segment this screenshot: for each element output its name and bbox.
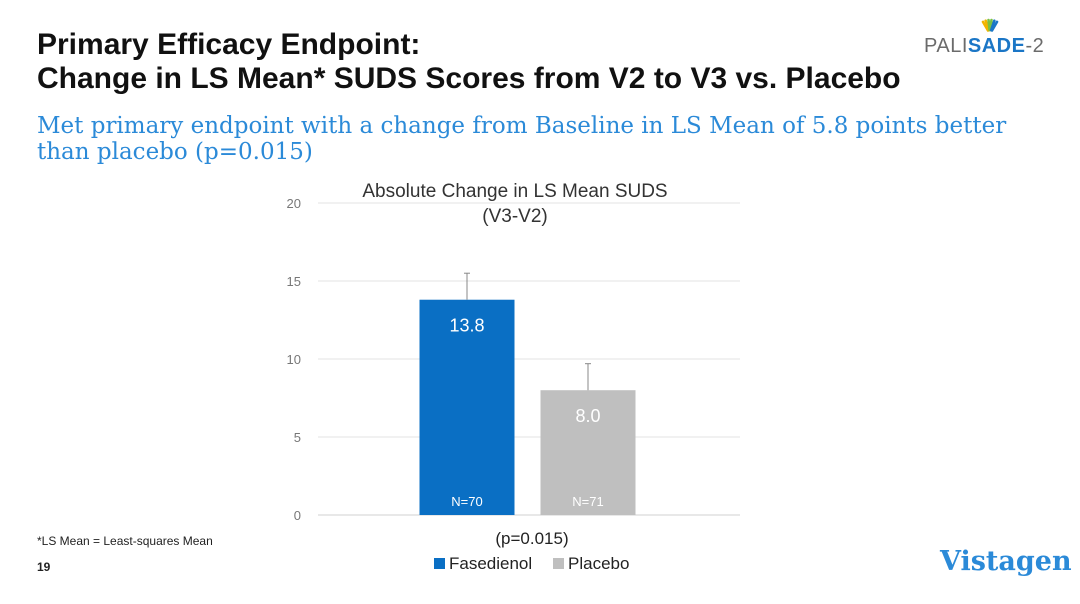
chart-subtitle: (V3-V2) xyxy=(482,206,547,227)
n-label: N=70 xyxy=(451,494,482,509)
sunburst-icon xyxy=(981,18,999,32)
bar-placebo xyxy=(540,390,636,515)
palisade-logo: PALISADE-2 xyxy=(924,12,1054,58)
data-label: 8.0 xyxy=(575,406,600,426)
title-line-1: Primary Efficacy Endpoint: xyxy=(37,28,421,61)
x-axis-label: (p=0.015) xyxy=(495,529,568,548)
vistagen-logo: Vistagen xyxy=(940,546,1072,577)
n-label: N=71 xyxy=(572,494,603,509)
slide-subtitle: Met primary endpoint with a change from … xyxy=(37,113,1007,165)
logo-text: PALISADE-2 xyxy=(924,35,1044,58)
legend-label: Placebo xyxy=(568,554,629,573)
legend-label: Fasedienol xyxy=(449,554,532,573)
chart-title: Absolute Change in LS Mean SUDS xyxy=(362,181,667,202)
data-label: 13.8 xyxy=(449,316,484,336)
sunburst-ray-5 xyxy=(990,20,999,32)
bar-fasedienol xyxy=(419,299,515,515)
slide-title: Primary Efficacy Endpoint: Change in LS … xyxy=(37,28,901,96)
legend-swatch xyxy=(553,558,564,569)
footnote: *LS Mean = Least-squares Mean xyxy=(37,534,213,548)
logo-text-post: -2 xyxy=(1025,35,1045,57)
legend-swatch xyxy=(434,558,445,569)
y-tick-label: 15 xyxy=(287,274,301,289)
y-tick-label: 5 xyxy=(294,430,301,445)
title-line-2: Change in LS Mean* SUDS Scores from V2 t… xyxy=(37,62,901,95)
page-number: 19 xyxy=(37,560,51,574)
y-tick-label: 10 xyxy=(287,352,301,367)
y-tick-label: 20 xyxy=(287,196,301,211)
logo-text-pre: PALI xyxy=(924,35,968,57)
logo-text-bold: SADE xyxy=(967,35,1026,57)
y-tick-label: 0 xyxy=(294,508,301,523)
